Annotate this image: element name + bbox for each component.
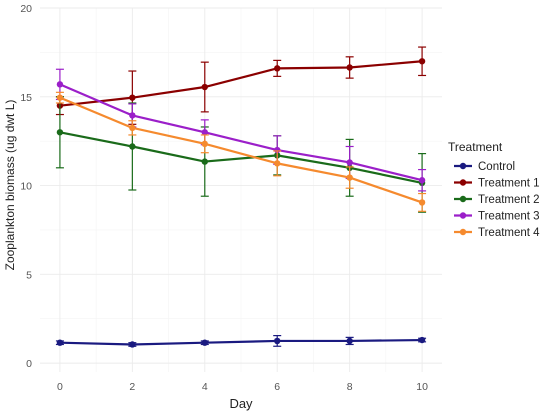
legend-item: Control [454,161,515,173]
legend-item: Treatment 2 [454,194,540,206]
y-tick-label: 15 [20,92,32,104]
legend-key-point [459,179,467,186]
legend-item: Treatment 3 [454,211,540,223]
data-point [418,58,426,65]
x-tick-label: 10 [416,381,428,393]
data-point [56,94,64,101]
legend-label: Treatment 3 [478,211,540,223]
y-tick-label: 10 [20,181,32,193]
legend-label: Treatment 1 [478,178,540,190]
x-tick-label: 8 [347,381,353,393]
data-point [56,129,64,136]
data-point [274,337,281,345]
y-tick-label: 0 [26,358,32,370]
data-point [346,174,353,181]
legend: Treatment Control Treatment 1 Treatment 2 T… [448,140,540,239]
series-line [59,96,423,204]
data-point [418,199,426,206]
data-point [346,337,353,345]
data-point [56,81,64,88]
x-axis-label: Day [229,396,253,411]
y-tick-label: 20 [20,3,32,15]
series-control [55,335,427,348]
data-point [201,83,208,91]
data-point [129,112,136,119]
y-tick-label: 5 [26,269,32,281]
x-tick-label: 6 [274,381,280,393]
legend-label: Control [478,161,515,173]
y-axis-label: Zooplankton biomass (ug dwt L) [3,100,17,271]
series-line [59,131,423,184]
series-line [59,83,423,182]
axis-layer: Day Zooplankton biomass (ug dwt L) 0 5 10 1… [3,3,428,411]
x-tick-label: 4 [202,381,208,393]
legend-label: Treatment 2 [478,194,540,206]
data-point [201,129,208,136]
data-point [201,339,208,346]
data-point [129,94,136,101]
legend-label: Treatment 4 [478,227,540,239]
data-point [274,65,281,72]
series-layer [55,46,427,348]
legend-item: Treatment 4 [454,227,540,239]
data-point [129,341,136,348]
data-point [201,158,208,165]
x-tick-label: 2 [129,381,135,393]
x-tick-label: 0 [57,381,63,393]
series-line [59,338,423,346]
data-point [129,143,136,150]
data-point [274,146,281,154]
data-point [346,159,353,166]
data-point [418,177,426,184]
legend-title: Treatment [448,140,503,154]
series-treatment-4 [55,91,427,212]
data-point [56,339,64,346]
legend-key-point [459,212,467,219]
legend-key-point [459,195,467,203]
data-point [129,124,136,132]
legend-item: Treatment 1 [454,178,540,190]
legend-key-point [459,162,467,170]
data-point [274,160,281,167]
data-point [346,64,353,71]
series-line [59,60,423,107]
data-point [201,140,208,148]
legend-key-point [459,228,467,236]
data-point [418,336,426,344]
grid-layer [40,7,442,372]
